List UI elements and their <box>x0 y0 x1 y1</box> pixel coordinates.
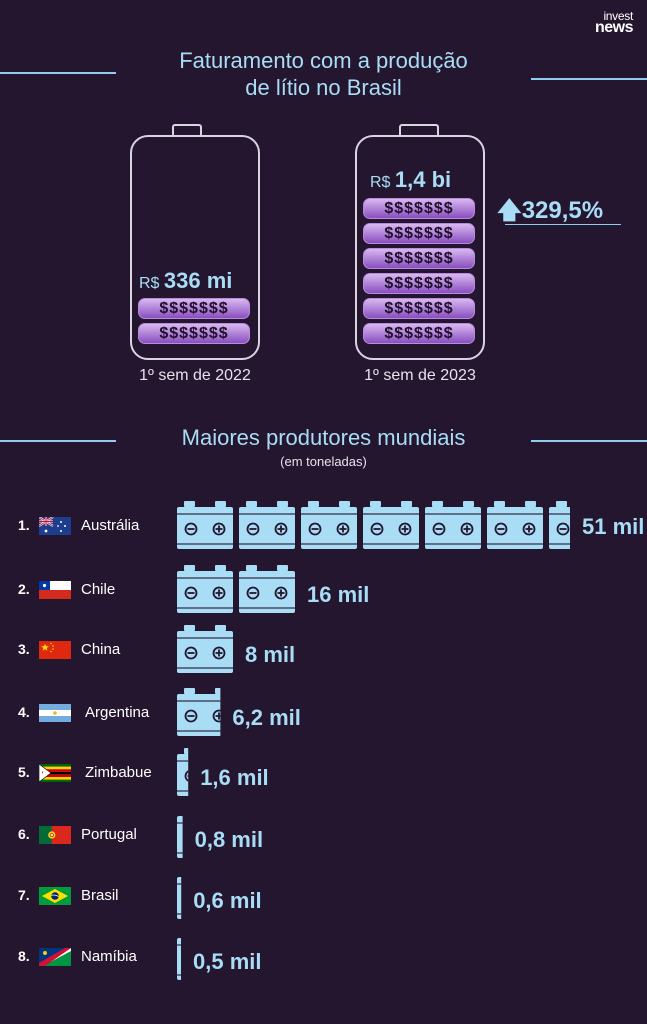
producer-country: Austrália <box>81 517 140 534</box>
producer-rank: 4. <box>18 704 30 720</box>
divider-right-top <box>531 78 647 80</box>
producer-bar <box>177 938 181 980</box>
producer-value: 8 mil <box>245 642 296 667</box>
producer-value: 0,6 mil <box>193 888 262 913</box>
producer-value: 6,2 mil <box>232 705 301 730</box>
period1-label: 1º sem de 2022 <box>139 367 251 384</box>
money-bar: $$$$$$$ <box>138 323 250 344</box>
producer-rank: 2. <box>18 581 30 597</box>
revenue-title-line1: Faturamento com a produção <box>179 48 468 73</box>
battery-2023 <box>355 135 485 360</box>
producer-rank: 1. <box>18 517 30 533</box>
producer-rank: 6. <box>18 826 30 842</box>
flag-icon <box>39 641 71 659</box>
brand-logo-line1: invest <box>603 9 633 23</box>
battery-2022-amount: R$ 336 mi <box>139 268 232 294</box>
divider-left-top <box>0 72 116 74</box>
flag-icon <box>39 581 71 599</box>
producer-country: Zimbabue <box>85 764 152 781</box>
flag-icon <box>39 948 71 966</box>
money-bar: $$$$$$$ <box>138 298 250 319</box>
producer-bar <box>177 565 295 613</box>
currency-symbol: R$ <box>139 275 160 292</box>
flag-icon <box>39 887 71 905</box>
growth-underline <box>505 224 621 225</box>
producer-country: Argentina <box>85 704 150 721</box>
battery-2023-cap <box>399 124 439 136</box>
brand-logo: invest news <box>594 9 634 36</box>
growth-indicator: 🡅329,5% <box>497 193 603 234</box>
money-bar: $$$$$$$ <box>363 323 475 344</box>
currency-symbol: R$ <box>370 174 391 191</box>
producer-bar <box>177 816 183 858</box>
producer-bar <box>177 688 221 736</box>
producer-country: China <box>81 641 121 658</box>
revenue-title: Faturamento com a produção de lítio no B… <box>0 47 647 101</box>
brand-logo-line2: news <box>594 19 634 36</box>
producer-value: 16 mil <box>307 582 370 607</box>
money-bar: $$$$$$$ <box>363 198 475 219</box>
divider-left-mid <box>0 440 116 442</box>
money-bar: $$$$$$$ <box>363 273 475 294</box>
producers-subtitle: (em toneladas) <box>280 454 367 469</box>
arrow-up-icon: 🡅 <box>497 197 522 224</box>
money-bar: $$$$$$$ <box>363 298 475 319</box>
producer-country: Chile <box>81 581 116 598</box>
producer-bar <box>177 877 182 919</box>
growth-value: 329,5% <box>521 197 604 224</box>
producer-value: 0,8 mil <box>194 827 264 852</box>
producers-title: Maiores produtores mundiais <box>181 425 466 450</box>
flag-icon <box>39 764 71 782</box>
battery-2022-cap <box>172 124 202 136</box>
battery-2023-amount: R$ 1,4 bi <box>370 167 451 193</box>
producer-rank: 5. <box>18 764 30 780</box>
producer-rank: 3. <box>18 641 30 657</box>
flag-icon <box>39 517 71 535</box>
money-bar: $$$$$$$ <box>363 223 475 244</box>
flag-icon <box>39 826 71 844</box>
flag-icon <box>39 704 71 722</box>
producer-value: 51 mil <box>582 514 645 539</box>
period2-label: 1º sem de 2023 <box>364 367 476 384</box>
producer-country: Namíbia <box>81 948 137 965</box>
battery-2023-value: 1,4 bi <box>394 167 452 192</box>
producer-value: 1,6 mil <box>200 765 269 790</box>
money-bar: $$$$$$$ <box>363 248 475 269</box>
producer-bar <box>177 625 233 673</box>
divider-right-mid <box>531 440 647 442</box>
revenue-title-line2: de lítio no Brasil <box>245 75 402 100</box>
producer-rank: 7. <box>18 887 30 903</box>
producer-country: Brasil <box>81 887 119 904</box>
producer-bar <box>177 748 189 796</box>
producer-value: 0,5 mil <box>193 949 262 974</box>
producer-rank: 8. <box>18 948 30 964</box>
battery-2022 <box>130 135 260 360</box>
battery-2022-value: 336 mi <box>163 268 233 293</box>
producer-country: Portugal <box>81 826 137 843</box>
producer-bar <box>177 501 570 549</box>
